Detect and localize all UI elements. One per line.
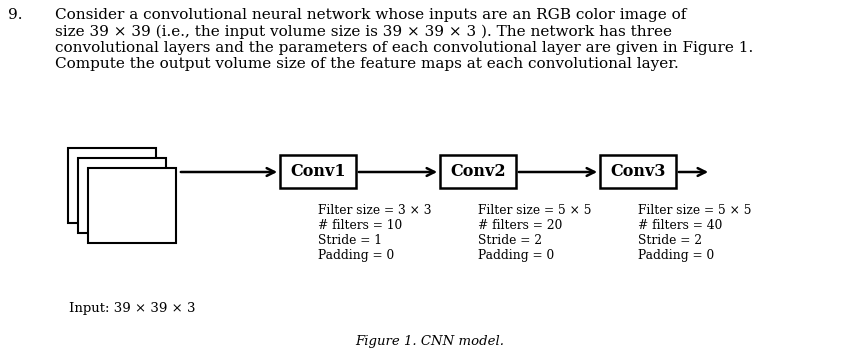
Text: # filters = 20: # filters = 20 [478,219,562,232]
Text: Padding = 0: Padding = 0 [318,249,394,262]
Text: 9.: 9. [8,8,22,22]
Bar [280,155,356,188]
Bar [88,168,176,243]
Text: Conv3: Conv3 [610,163,666,180]
Text: Conv1: Conv1 [290,163,346,180]
Text: # filters = 40: # filters = 40 [638,219,722,232]
Text: Padding = 0: Padding = 0 [478,249,554,262]
Text: Filter size = 5 × 5: Filter size = 5 × 5 [638,204,752,217]
Text: Stride = 2: Stride = 2 [478,234,542,247]
Bar [78,158,166,233]
Bar [440,155,516,188]
Text: Padding = 0: Padding = 0 [638,249,715,262]
Text: Filter size = 5 × 5: Filter size = 5 × 5 [478,204,592,217]
Text: Stride = 2: Stride = 2 [638,234,702,247]
Text: Filter size = 3 × 3: Filter size = 3 × 3 [318,204,431,217]
Text: Input: 39 × 39 × 3: Input: 39 × 39 × 3 [69,302,195,315]
Bar [68,148,156,223]
Text: Figure 1. CNN model.: Figure 1. CNN model. [356,335,505,348]
Text: # filters = 10: # filters = 10 [318,219,402,232]
Text: Stride = 1: Stride = 1 [318,234,382,247]
Text: Conv2: Conv2 [450,163,505,180]
Text: Consider a convolutional neural network whose inputs are an RGB color image of
s: Consider a convolutional neural network … [55,8,753,71]
Bar [600,155,676,188]
